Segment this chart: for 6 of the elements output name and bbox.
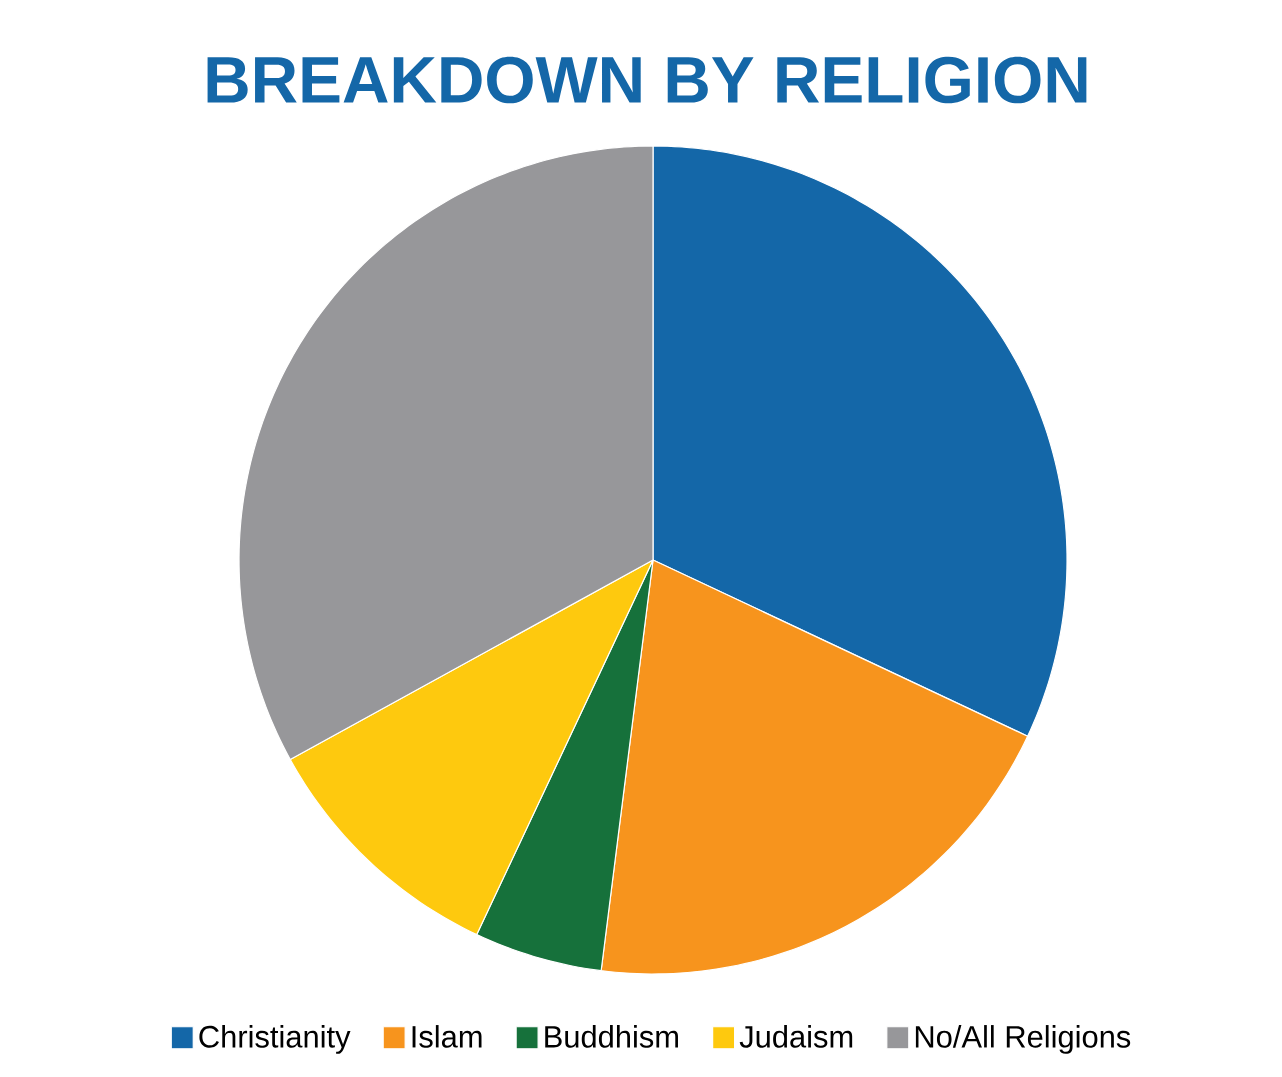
legend-label: No/All Religions	[915, 1025, 1131, 1054]
legend-label: Islam	[412, 1025, 482, 1048]
legend-label: Christianity	[199, 1025, 351, 1054]
legend-label: Buddhism	[545, 1025, 678, 1048]
chart-title: BREAKDOWN BY RELIGION	[207, 56, 1087, 104]
legend-label: Judaism	[739, 1025, 853, 1048]
